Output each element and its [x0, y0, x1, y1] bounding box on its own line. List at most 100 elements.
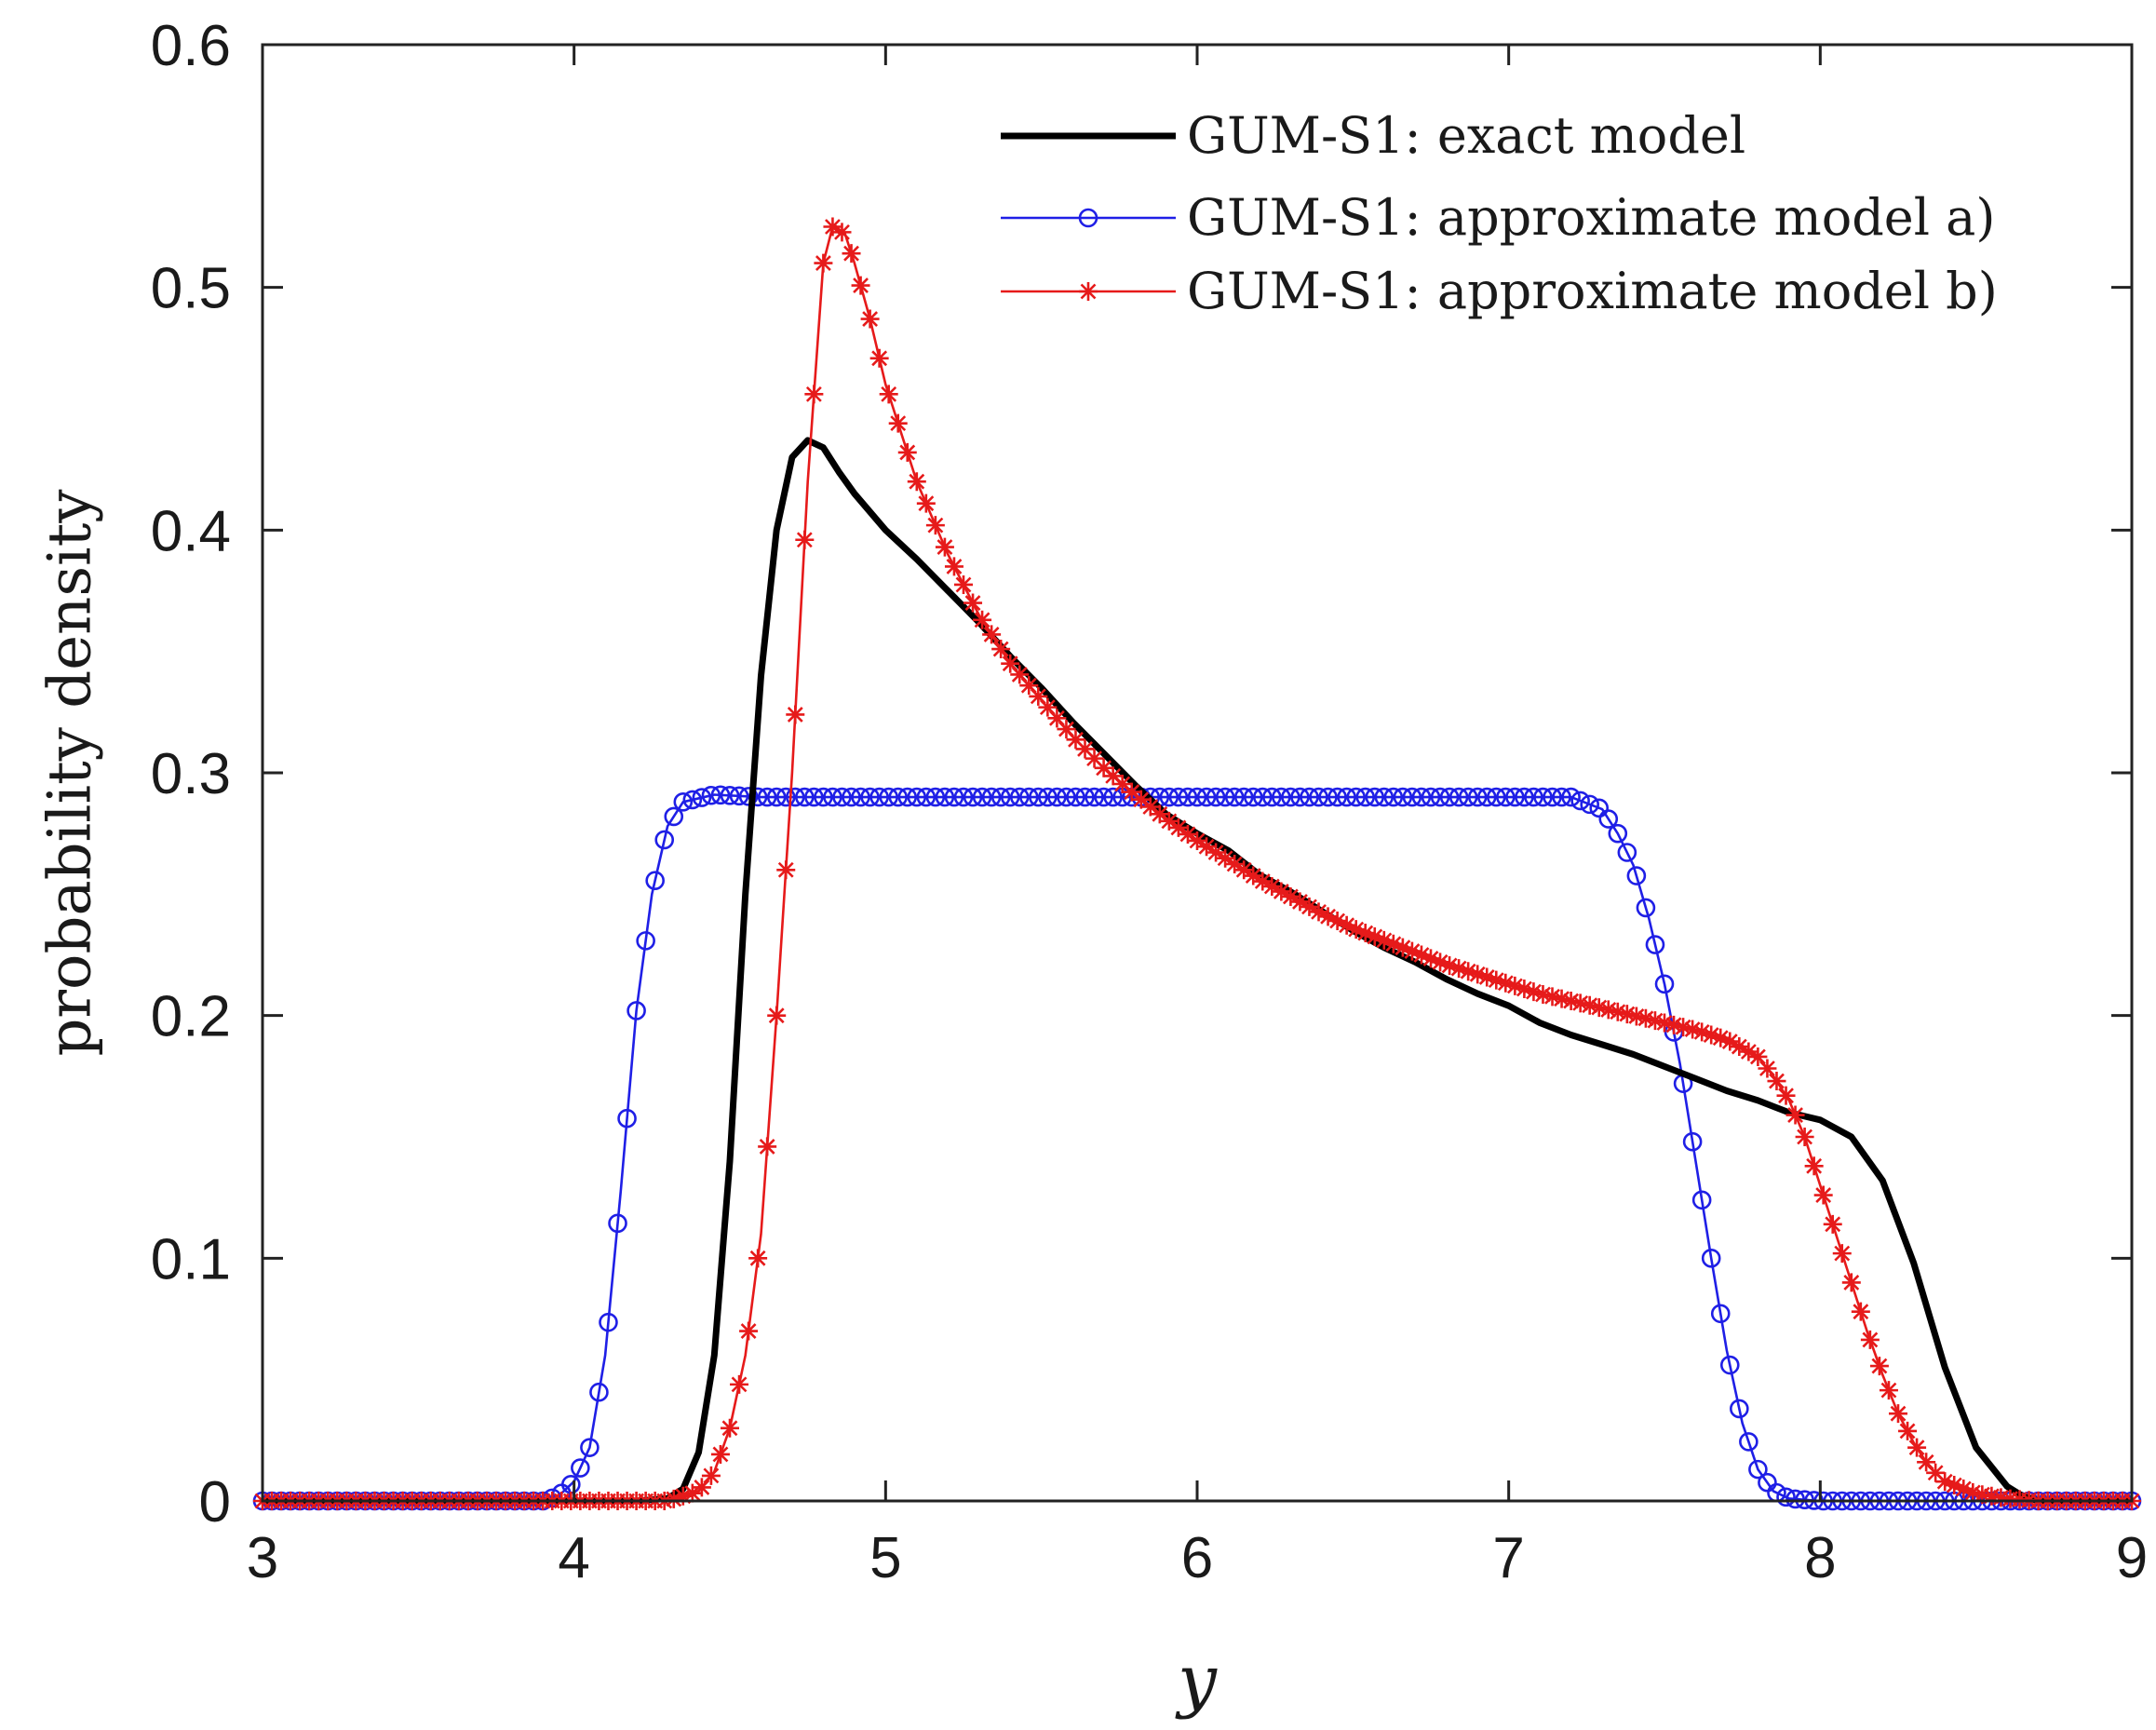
circle-marker — [589, 1382, 609, 1402]
star-marker — [1272, 882, 1291, 901]
star-marker — [1112, 774, 1132, 793]
circle-marker — [879, 787, 898, 807]
circle-marker — [1636, 898, 1656, 918]
star-marker — [1561, 992, 1581, 1011]
star-marker — [1206, 843, 1226, 862]
star-marker — [1281, 886, 1300, 906]
circle-marker — [682, 790, 703, 810]
star-marker — [973, 610, 992, 629]
star-marker — [888, 413, 908, 433]
circle-marker — [1196, 787, 1217, 807]
circle-marker — [608, 1213, 627, 1234]
legend-item: GUM-S1: approximate model a) — [1001, 188, 1995, 247]
star-marker — [1552, 989, 1571, 1008]
circle-marker — [1748, 1459, 1768, 1480]
circle-marker — [664, 806, 684, 827]
circle-marker — [1580, 794, 1599, 815]
circle-marker — [1318, 787, 1338, 807]
star-marker — [1309, 902, 1328, 922]
circle-marker — [1411, 787, 1432, 807]
star-marker — [1300, 897, 1319, 916]
star-marker — [1692, 1022, 1712, 1042]
star-marker — [1010, 665, 1030, 684]
circle-marker — [627, 1001, 646, 1020]
circle-marker — [804, 787, 824, 807]
circle-marker — [1252, 787, 1273, 807]
circle-marker — [1290, 787, 1310, 807]
circle-marker — [1355, 787, 1376, 807]
star-marker — [1459, 962, 1478, 981]
star-marker — [1085, 749, 1104, 768]
circle-marker — [953, 787, 974, 807]
star-marker — [1468, 965, 1488, 984]
star-marker — [1094, 758, 1113, 777]
star-marker — [1598, 1000, 1618, 1020]
star-marker — [1785, 1105, 1805, 1125]
circle-marker — [907, 787, 927, 807]
x-tick-label: 8 — [1804, 1526, 1836, 1590]
star-marker — [1355, 924, 1375, 943]
star-marker — [1029, 686, 1048, 706]
star-marker — [1290, 892, 1310, 912]
star-marker — [897, 442, 917, 462]
star-marker — [1776, 1086, 1796, 1105]
circle-marker — [766, 787, 787, 807]
circle-marker — [645, 871, 665, 891]
circle-marker — [1243, 787, 1263, 807]
star-marker — [721, 1418, 739, 1438]
circle-marker — [1561, 787, 1581, 807]
circle-marker — [1608, 823, 1628, 844]
circle-marker — [795, 787, 815, 807]
circle-marker — [1458, 787, 1478, 807]
star-marker — [1327, 912, 1347, 931]
star-marker — [1664, 1015, 1684, 1034]
circle-marker — [888, 787, 909, 807]
star-marker — [1487, 970, 1506, 990]
star-marker — [1496, 973, 1516, 993]
circle-marker — [1281, 787, 1300, 807]
star-marker — [1945, 1476, 1964, 1495]
x-tick-label: 6 — [1181, 1526, 1213, 1590]
circle-marker — [1178, 787, 1198, 807]
star-marker — [1626, 1007, 1646, 1026]
circle-marker — [935, 787, 955, 807]
circle-marker — [832, 787, 852, 807]
star-marker — [1477, 967, 1497, 987]
circle-marker — [1430, 787, 1450, 807]
circle-marker — [710, 785, 731, 805]
circle-marker — [851, 787, 870, 807]
star-marker — [1804, 1156, 1824, 1176]
star-marker — [692, 1478, 711, 1497]
circle-marker — [1159, 787, 1179, 807]
circle-marker — [1057, 787, 1076, 807]
circle-marker — [1645, 935, 1665, 954]
y-tick-label: 0.5 — [151, 257, 231, 321]
circle-marker — [1000, 787, 1020, 807]
star-marker — [1075, 739, 1095, 759]
star-marker — [1244, 866, 1263, 885]
star-marker — [1178, 824, 1197, 844]
circle-marker — [1393, 787, 1413, 807]
circle-marker — [720, 786, 740, 805]
circle-marker — [1365, 787, 1385, 807]
star-marker — [1533, 984, 1553, 1004]
star-marker — [1393, 938, 1412, 957]
star-marker — [1617, 1005, 1637, 1024]
star-marker — [963, 593, 983, 613]
star-marker — [1057, 720, 1076, 739]
star-marker — [1917, 1453, 1936, 1472]
circle-marker — [1589, 798, 1610, 818]
x-tick-label: 7 — [1492, 1526, 1524, 1590]
circle-marker — [599, 1312, 618, 1332]
star-marker — [701, 1466, 721, 1485]
circle-marker — [944, 787, 964, 807]
star-marker — [1140, 797, 1160, 817]
star-marker — [860, 309, 880, 329]
circle-marker — [981, 787, 1002, 807]
star-marker — [842, 244, 861, 264]
star-marker — [2010, 1490, 2029, 1509]
circle-marker — [757, 787, 777, 807]
star-marker — [1683, 1020, 1703, 1039]
star-marker — [1524, 982, 1543, 1002]
star-marker — [786, 705, 805, 724]
